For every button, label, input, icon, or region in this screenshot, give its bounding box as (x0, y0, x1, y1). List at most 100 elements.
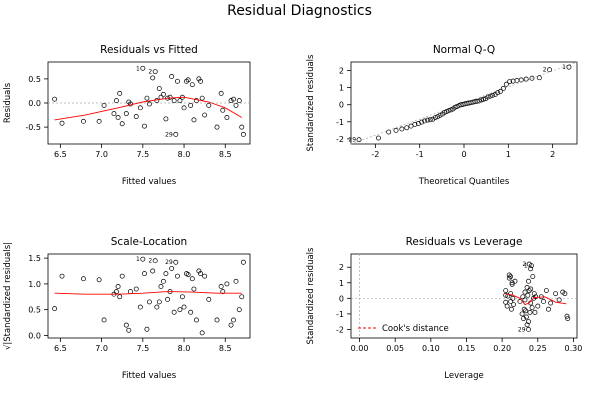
data-point (528, 263, 534, 269)
data-point (566, 64, 572, 70)
data-point (518, 77, 524, 83)
data-point (152, 258, 158, 264)
data-point (185, 272, 191, 278)
data-point (399, 126, 405, 132)
point-label: 29 (518, 326, 526, 333)
data-point (528, 266, 534, 272)
y-tick-label: 0.0 (28, 99, 41, 108)
y-tick-label: 1.5 (28, 254, 41, 263)
data-point (146, 299, 152, 305)
data-point (160, 278, 166, 284)
data-point (202, 112, 208, 118)
data-point (529, 305, 535, 311)
data-point (184, 78, 189, 84)
point-label: 29 (348, 137, 356, 144)
data-point (228, 98, 234, 104)
data-point (123, 322, 129, 328)
data-point (526, 278, 531, 284)
data-point (442, 109, 447, 115)
data-point (427, 117, 433, 123)
y-tick-label: -1 (336, 310, 344, 319)
data-point (152, 69, 158, 75)
data-point (220, 107, 226, 113)
data-point (113, 289, 119, 295)
data-point (119, 273, 125, 279)
data-point (485, 94, 491, 100)
data-point (432, 115, 438, 120)
data-point (231, 96, 236, 102)
panel-title: Residuals vs Leverage (406, 236, 523, 248)
point-label: 1 (524, 263, 528, 270)
data-point (500, 86, 506, 91)
data-point (144, 95, 150, 101)
x-tick-label: 8.0 (178, 150, 191, 159)
point-label: 2 (522, 261, 526, 268)
data-point (507, 79, 513, 85)
data-point (522, 297, 528, 303)
y-tick-label: 0 (339, 101, 344, 110)
data-point (506, 275, 512, 281)
x-tick-label: 0.00 (351, 344, 369, 353)
data-point (233, 278, 239, 284)
y-axis-label: Residuals (3, 82, 13, 123)
panel-title: Scale-Location (111, 236, 187, 248)
panel-title: Residuals vs Fitted (100, 44, 198, 56)
cooks-distance-legend-label: Cook's distance (382, 324, 449, 334)
data-point (228, 322, 234, 328)
data-point (171, 309, 177, 315)
x-tick-label: 2 (550, 150, 555, 159)
data-point (523, 76, 529, 82)
data-point (536, 75, 542, 81)
data-point (224, 115, 230, 120)
data-point (548, 300, 554, 306)
data-point (240, 131, 246, 137)
data-point (156, 86, 162, 91)
data-point (101, 317, 107, 323)
data-points (52, 65, 246, 137)
data-point (81, 276, 86, 282)
data-point (526, 288, 532, 294)
data-point (193, 317, 199, 323)
data-point (526, 319, 531, 325)
x-tick-label: 7.5 (136, 150, 149, 159)
data-point (133, 114, 139, 119)
data-point (188, 102, 194, 108)
data-point (478, 97, 484, 103)
x-tick-label: 0.25 (529, 344, 547, 353)
x-tick-label: 8.0 (178, 344, 191, 353)
y-tick-label: 0.5 (28, 75, 41, 84)
panel-title: Normal Q-Q (433, 44, 495, 56)
data-point (101, 102, 107, 108)
x-tick-label: -2 (371, 150, 379, 159)
data-point (231, 317, 236, 323)
data-point (236, 98, 242, 104)
data-point (556, 297, 562, 303)
data-point (528, 286, 534, 292)
panels: Residuals vs Fitted 6.5 7.0 7.5 8.0 8.5 -0.5 0.… (3, 44, 582, 381)
residuals-vs-leverage-panel: Residuals vs Leverage 0.00 0.05 0.10 0.15 0.2… (306, 236, 582, 381)
data-point (140, 256, 146, 262)
data-point (52, 96, 58, 102)
x-axis-label: Fitted values (122, 177, 177, 187)
data-point (535, 303, 541, 309)
y-axis-label: √|Standardized residuals| (3, 242, 13, 350)
normal-qq-panel: Normal Q-Q -2 -1 0 1 2 -2 -1 0 1 2 Theoretical Quan… (306, 44, 578, 187)
data-point (169, 265, 175, 271)
smoother-line (505, 293, 567, 306)
data-point (422, 118, 428, 124)
data-point (142, 271, 147, 277)
data-point (529, 75, 535, 81)
data-point (177, 307, 183, 313)
point-label: 2 (148, 258, 152, 265)
data-point (236, 307, 242, 313)
data-point (206, 102, 212, 108)
x-tick-label: 8.5 (219, 344, 232, 353)
data-point (171, 98, 177, 104)
data-points (503, 261, 571, 332)
data-point (523, 308, 529, 314)
data-point (126, 327, 132, 333)
plot-frame (350, 253, 578, 339)
data-point (530, 274, 536, 280)
data-point (137, 105, 143, 111)
data-point (233, 102, 239, 108)
